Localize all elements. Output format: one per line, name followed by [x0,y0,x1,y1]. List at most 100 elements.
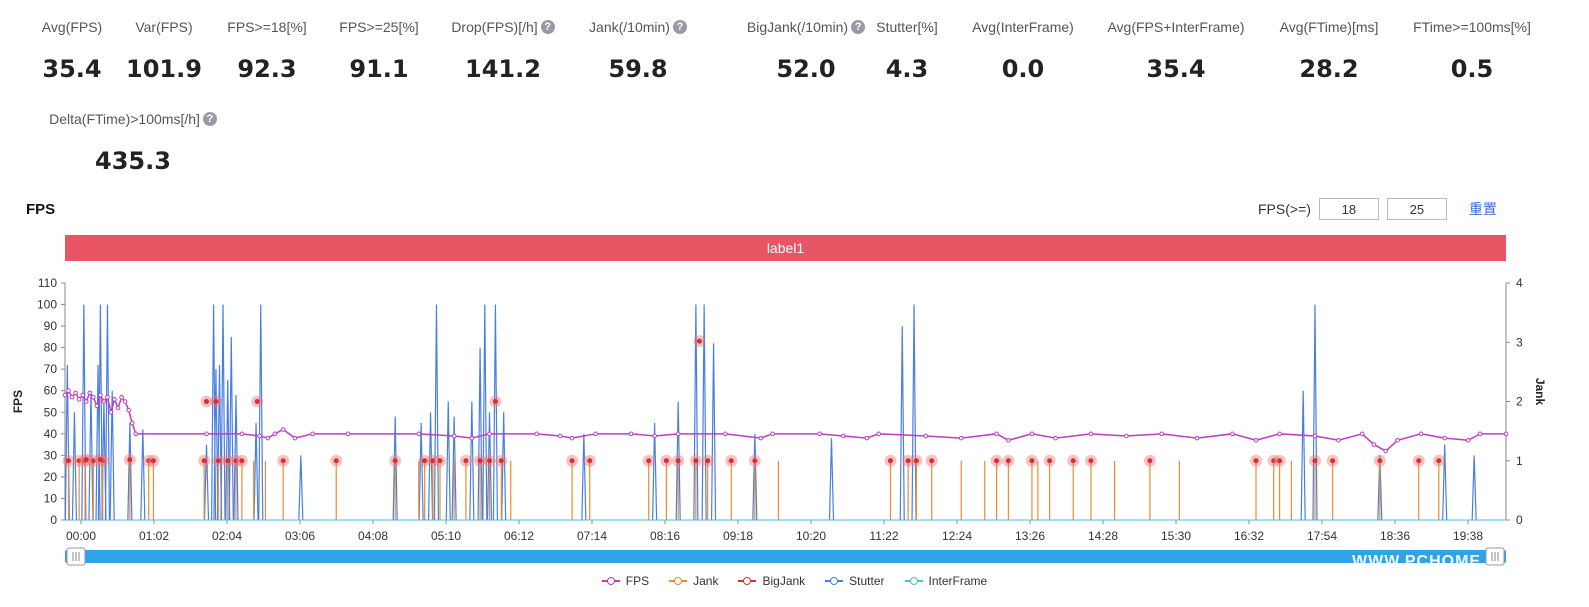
stat-label: Jank(/10min) [589,19,670,35]
y-left-tick-label: 40 [44,427,58,441]
fps-point [62,392,68,398]
bigjank-point [233,458,239,464]
fps-point [416,431,422,437]
y-right-tick-label: 3 [1516,335,1523,349]
fps-point [675,431,681,437]
fps-point [569,435,575,441]
stutter-spike [228,336,234,521]
fps-point [864,435,870,441]
fps-line [64,389,1506,452]
stutter-spike [501,412,507,521]
stat-0: Avg(FPS) 35.4 [0,17,147,83]
y-left-tick-label: 70 [44,362,58,376]
legend-label: Stutter [849,574,885,588]
stutter-spike [220,304,226,521]
x-tick-label: 08:16 [650,529,680,543]
y-left-tick-label: 110 [38,276,57,290]
stat-label: Delta(FTime)>100ms[/h] [49,111,200,127]
fps-point [1159,431,1164,437]
y-right-tick-label: 0 [1516,513,1523,527]
legend-item-bigjank[interactable]: BigJank [738,574,805,588]
bigjank-point [1088,458,1094,464]
stat-6: BigJank(/10min)? 52.0 [731,17,881,83]
fps-point [122,399,128,404]
fps-point [923,433,929,439]
bigjank-point [1029,458,1035,464]
fps-threshold-high-input[interactable] [1386,198,1447,220]
help-icon[interactable]: ? [202,112,217,126]
stat-9: Avg(FPS+InterFrame) 35.4 [1101,17,1251,83]
bigjank-point [477,458,483,464]
fps-point [723,431,728,437]
x-tick-label: 14:28 [1088,529,1118,543]
bigjank-point [693,458,699,464]
fps-point [129,420,135,426]
fps-point [119,394,124,400]
x-tick-label: 04:08 [358,529,388,543]
x-tick-label: 06:12 [504,529,534,543]
legend-item-jank[interactable]: Jank [669,574,718,588]
y-left-tick-label: 30 [44,448,58,462]
stat-12: Delta(FTime)>100ms[/h]? 435.3 [38,109,228,175]
stutter-spike [899,326,905,521]
fps-point [87,390,93,396]
stat-label: Var(FPS) [135,19,193,35]
help-icon[interactable]: ? [540,20,555,34]
fps-threshold-low-input[interactable] [1318,198,1379,220]
bigjank-point [1253,458,1259,464]
stat-8: Avg(InterFrame) 0.0 [948,17,1098,83]
bigjank-point [76,458,82,464]
fps-point [105,394,110,400]
fps-point [126,407,131,413]
bigjank-point [1070,458,1076,464]
bigjank-point [569,458,575,464]
x-tick-label: 19:38 [1453,529,1483,543]
fps-point [469,435,475,441]
stutter-spike [710,343,717,521]
fps-point [958,435,964,441]
legend-item-interframe[interactable]: InterFrame [904,574,987,588]
bigjank-point [752,458,758,464]
fps-point [817,431,822,437]
fps-point [1194,435,1200,441]
bigjank-point [487,458,493,464]
stat-value: 0.0 [1001,55,1045,83]
bigjank-point [663,458,669,464]
fps-highlight-point [696,338,702,344]
stutter-spike [1471,455,1477,521]
stutter-spike [701,304,707,521]
stat-value: 59.8 [608,55,668,83]
legend-item-fps[interactable]: FPS [601,574,649,588]
fps-point [80,392,85,398]
bigjank-point [150,458,156,464]
fps-point [1253,437,1259,443]
help-icon[interactable]: ? [851,20,866,34]
stutter-spike [1442,444,1448,521]
fps-point [1383,448,1389,454]
stat-5: Jank(/10min)? 59.8 [563,17,713,83]
help-icon[interactable]: ? [672,20,687,34]
stat-value: 35.4 [42,55,102,83]
x-tick-label: 17:54 [1307,529,1337,543]
fps-highlight-point [213,399,219,404]
stat-label: Avg(FPS) [41,19,103,35]
label-bar[interactable]: label1 [65,235,1506,261]
bigjank-point [675,458,681,464]
bigjank-point [929,458,935,464]
stutter-spike [71,412,78,521]
fps-threshold-label: FPS(>=) [1258,201,1311,217]
bigjank-point [422,458,428,464]
zoom-slider-track[interactable] [65,550,1506,563]
x-tick-label: 13:26 [1015,529,1045,543]
legend-item-stutter[interactable]: Stutter [825,574,885,588]
reset-button[interactable]: 重置 [1468,201,1497,217]
fps-point [91,394,96,400]
fps-point [1312,433,1318,439]
bigjank-point [913,458,919,464]
bigjank-point [392,458,398,464]
stutter-spike [203,444,210,521]
x-tick-label: 11:22 [869,529,898,543]
fps-point [534,431,539,437]
bigjank-point [1436,458,1442,464]
fps-point [1029,431,1035,437]
